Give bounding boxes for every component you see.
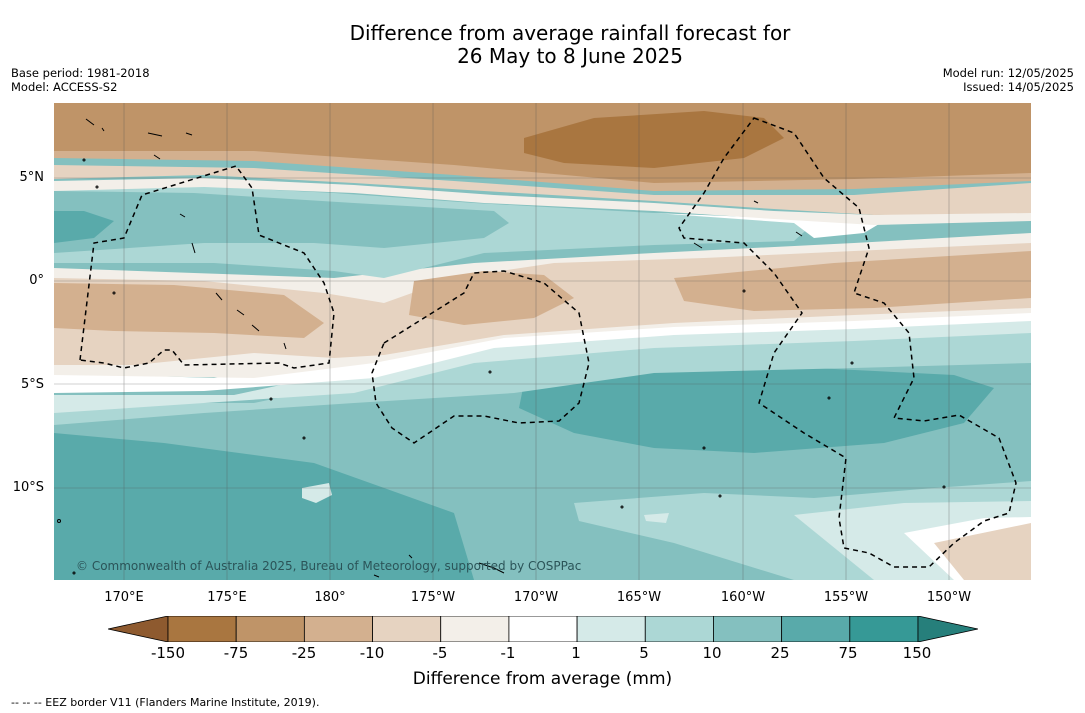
issued-date: Issued: 14/05/2025 <box>963 80 1074 94</box>
colorbar-tick: 75 <box>838 644 858 662</box>
colorbar-low-arrow <box>108 616 169 642</box>
colorbar-cell <box>781 616 851 642</box>
map-title: Difference from average rainfall forecas… <box>0 22 1085 68</box>
colorbar-tick: 150 <box>902 644 932 662</box>
fill-band-south-neutral <box>54 311 1031 393</box>
lon-label-175w: 175°W <box>410 590 456 605</box>
eez-legend-footer: -- -- -- EEZ border V11 (Flanders Marine… <box>11 696 320 709</box>
graticule <box>54 103 1031 580</box>
fill-band-north-dry-5-10 <box>54 165 1031 215</box>
fill-band-north-dry-75-150 <box>524 111 784 168</box>
fill-band-south-transition-5-10 <box>54 328 1031 425</box>
lon-label-155w: 155°W <box>823 590 869 605</box>
colorbar-cell <box>508 616 578 642</box>
colorbar-tick: -5 <box>432 644 448 662</box>
fill-band-south-25-75 <box>54 433 474 580</box>
colorbar-tick: 1 <box>571 644 581 662</box>
colorbar-tick: -10 <box>359 644 385 662</box>
colorbar <box>108 616 978 642</box>
model-run: Model run: 12/05/2025 <box>942 66 1074 80</box>
fill-band-equator-dry-10-25-b <box>409 271 574 325</box>
fill-band-central-25-75 <box>519 368 994 453</box>
colorbar-cell <box>235 616 305 642</box>
islands <box>57 118 946 578</box>
colorbar-cell <box>440 616 510 642</box>
lon-label-175e: 175°E <box>207 590 247 605</box>
colorbar-tick: 25 <box>770 644 790 662</box>
base-period: Base period: 1981-2018 <box>11 66 150 80</box>
meta-right: Model run: 12/05/2025 Issued: 14/05/2025 <box>943 66 1074 94</box>
rainfall-anomaly-map <box>54 103 1031 580</box>
lat-label-5s: 5°S <box>20 377 44 392</box>
title-line-2: 26 May to 8 June 2025 <box>457 44 683 68</box>
colorbar-cell <box>644 616 714 642</box>
fill-patch-light-2 <box>644 513 669 523</box>
colorbar-tick: 5 <box>639 644 649 662</box>
fill-band-north-teal-10-25 <box>54 191 509 253</box>
lat-label-5n: 5°N <box>19 170 45 185</box>
meta-left: Base period: 1981-2018 Model: ACCESS-S2 <box>11 66 150 94</box>
fill-band-southeast-dry <box>934 523 1031 580</box>
copyright-notice: © Commonwealth of Australia 2025, Bureau… <box>76 559 582 573</box>
colorbar-tick: -150 <box>150 644 186 662</box>
lon-label-170e: 170°E <box>104 590 144 605</box>
fill-band-south-transition-1-5 <box>54 319 1031 413</box>
lat-label-0: 0° <box>29 273 44 288</box>
colorbar-cell <box>167 616 237 642</box>
map-svg <box>54 103 1031 580</box>
colorbar-cell <box>372 616 442 642</box>
colorbar-tick: 10 <box>702 644 722 662</box>
model-name: Model: ACCESS-S2 <box>11 80 118 94</box>
fill-band-equator-dry-10-25 <box>54 283 324 338</box>
colorbar-cell <box>713 616 783 642</box>
eez-borders <box>79 117 1017 568</box>
colorbar-label: Difference from average (mm) <box>412 669 673 689</box>
colorbar-cell <box>849 616 919 642</box>
title-line-1: Difference from average rainfall forecas… <box>349 21 791 45</box>
lon-label-170w: 170°W <box>513 590 559 605</box>
fill-band-north-teal-25-75 <box>54 211 114 243</box>
lon-label-180: 180° <box>314 590 346 605</box>
colorbar-tick: -1 <box>500 644 516 662</box>
colorbar-high-arrow <box>917 616 978 642</box>
colorbar-tick: -25 <box>291 644 317 662</box>
lon-label-160w: 160°W <box>720 590 766 605</box>
lat-label-10s: 10°S <box>12 480 44 495</box>
lon-label-150w: 150°W <box>926 590 972 605</box>
lon-label-165w: 165°W <box>616 590 662 605</box>
colorbar-cell <box>576 616 646 642</box>
fill-band-north-neutral-b <box>54 178 1031 225</box>
colorbar-cell <box>303 616 373 642</box>
colorbar-tick: -75 <box>223 644 249 662</box>
